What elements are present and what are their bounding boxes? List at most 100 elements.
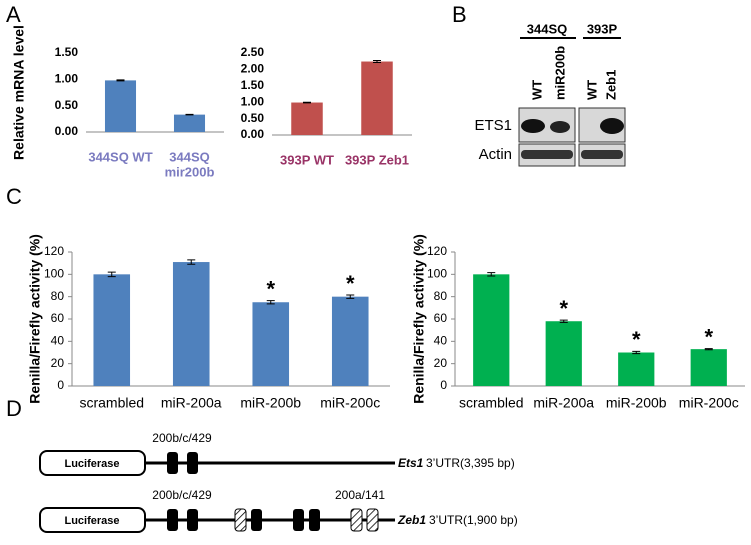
lane-label: Zeb1 bbox=[603, 70, 618, 100]
bar bbox=[172, 262, 210, 386]
significance-mark: * bbox=[266, 276, 275, 301]
y-axis-label: Renilla/Firefly activity (%) bbox=[27, 234, 43, 404]
significance-mark: * bbox=[704, 324, 713, 349]
bar bbox=[173, 114, 206, 132]
y-tick-label: 80 bbox=[434, 289, 448, 303]
error-bar bbox=[107, 271, 116, 278]
error-bar bbox=[185, 113, 194, 116]
site bbox=[366, 508, 379, 532]
lane-label: WT bbox=[584, 80, 599, 100]
significance-mark: * bbox=[346, 271, 355, 296]
bar bbox=[291, 102, 323, 135]
y-tick-label: 40 bbox=[51, 334, 65, 348]
site bbox=[167, 452, 178, 474]
y-tick-label: 2.50 bbox=[241, 45, 265, 59]
y-tick-label: 80 bbox=[51, 289, 65, 303]
bar bbox=[545, 321, 582, 386]
error-bar bbox=[632, 350, 641, 355]
y-tick-label: 0.50 bbox=[241, 111, 265, 125]
site bbox=[309, 509, 320, 531]
panel-label: B bbox=[452, 2, 467, 27]
bar bbox=[252, 302, 290, 386]
bar bbox=[473, 274, 510, 386]
band bbox=[521, 150, 573, 159]
lane-label: miR200b bbox=[552, 46, 567, 100]
y-tick-label: 120 bbox=[427, 244, 447, 258]
y-tick-label: 60 bbox=[51, 311, 65, 325]
error-bar bbox=[346, 294, 355, 299]
bar bbox=[690, 349, 727, 386]
bar bbox=[618, 352, 655, 386]
x-tick-label: mir200b bbox=[165, 164, 215, 179]
gene-name: Ets1 bbox=[398, 456, 424, 470]
site bbox=[187, 509, 198, 531]
error-bar bbox=[559, 319, 568, 323]
x-tick-label: 393P Zeb1 bbox=[345, 152, 409, 167]
error-bar bbox=[266, 300, 275, 305]
x-tick-label: miR-200b bbox=[606, 395, 667, 411]
y-tick-label: 100 bbox=[427, 267, 447, 281]
error-bar bbox=[187, 259, 196, 265]
utr-label: 3’UTR(3,395 bp) bbox=[426, 456, 515, 470]
significance-mark: * bbox=[632, 327, 641, 352]
x-tick-label: scrambled bbox=[459, 395, 524, 411]
y-tick-label: 0 bbox=[440, 378, 447, 392]
blot-row-label: Actin bbox=[479, 146, 512, 163]
site-label: 200b/c/429 bbox=[152, 431, 212, 445]
band bbox=[550, 121, 570, 133]
blot-group: 344SQ bbox=[527, 21, 567, 36]
y-tick-label: 0.50 bbox=[55, 98, 79, 112]
x-tick-label: 344SQ WT bbox=[88, 149, 152, 164]
site bbox=[234, 508, 247, 532]
panel-label: D bbox=[6, 396, 22, 421]
site bbox=[350, 508, 363, 532]
error-bar bbox=[373, 60, 381, 64]
x-tick-label: miR-200a bbox=[533, 395, 594, 411]
bar bbox=[361, 61, 393, 135]
x-tick-label: scrambled bbox=[79, 395, 144, 411]
error-bar bbox=[116, 79, 125, 82]
x-tick-label: miR-200c bbox=[320, 395, 380, 411]
site bbox=[187, 452, 198, 474]
y-tick-label: 0.00 bbox=[241, 127, 265, 141]
y-tick-label: 100 bbox=[44, 267, 64, 281]
y-tick-label: 20 bbox=[51, 356, 65, 370]
construct-diagram: Luciferase 200b/c/429 Ets1 3’UTR(3,395 b… bbox=[39, 431, 518, 533]
significance-mark: * bbox=[559, 296, 568, 321]
bar bbox=[93, 274, 131, 386]
band bbox=[600, 118, 624, 134]
luciferase-box bbox=[39, 450, 146, 476]
error-bar bbox=[704, 348, 713, 351]
error-bar bbox=[303, 101, 311, 104]
lane-label: WT bbox=[529, 80, 544, 100]
bar bbox=[104, 80, 137, 132]
gene-name: Zeb1 bbox=[397, 513, 426, 527]
y-tick-label: 40 bbox=[434, 334, 448, 348]
x-tick-label: miR-200b bbox=[240, 395, 301, 411]
panel-label: A bbox=[6, 2, 21, 27]
site bbox=[167, 509, 178, 531]
y-tick-label: 1.50 bbox=[241, 78, 265, 92]
site-label: 200b/c/429 bbox=[152, 488, 212, 502]
y-tick-label: 2.00 bbox=[241, 62, 265, 76]
y-axis-label: Renilla/Firefly activity (%) bbox=[411, 234, 427, 404]
blot-group: 393P bbox=[587, 21, 618, 36]
y-tick-label: 60 bbox=[434, 311, 448, 325]
box-label: Luciferase bbox=[64, 515, 119, 527]
bar bbox=[331, 296, 369, 386]
y-tick-label: 120 bbox=[44, 244, 64, 258]
band bbox=[581, 150, 623, 159]
blot-row-label: ETS1 bbox=[474, 117, 512, 134]
utr-label: 3’UTR(1,900 bp) bbox=[429, 513, 518, 527]
y-tick-label: 1.00 bbox=[241, 94, 265, 108]
y-tick-label: 1.50 bbox=[55, 45, 79, 59]
x-tick-label: 344SQ bbox=[169, 149, 209, 164]
y-tick-label: 0.00 bbox=[55, 124, 79, 138]
y-axis-label: Relative mRNA level bbox=[11, 25, 27, 160]
site bbox=[293, 509, 304, 531]
site-label: 200a/141 bbox=[335, 488, 385, 502]
box-label: Luciferase bbox=[64, 458, 119, 470]
x-tick-label: 393P WT bbox=[280, 152, 334, 167]
panel-label: C bbox=[6, 184, 22, 209]
